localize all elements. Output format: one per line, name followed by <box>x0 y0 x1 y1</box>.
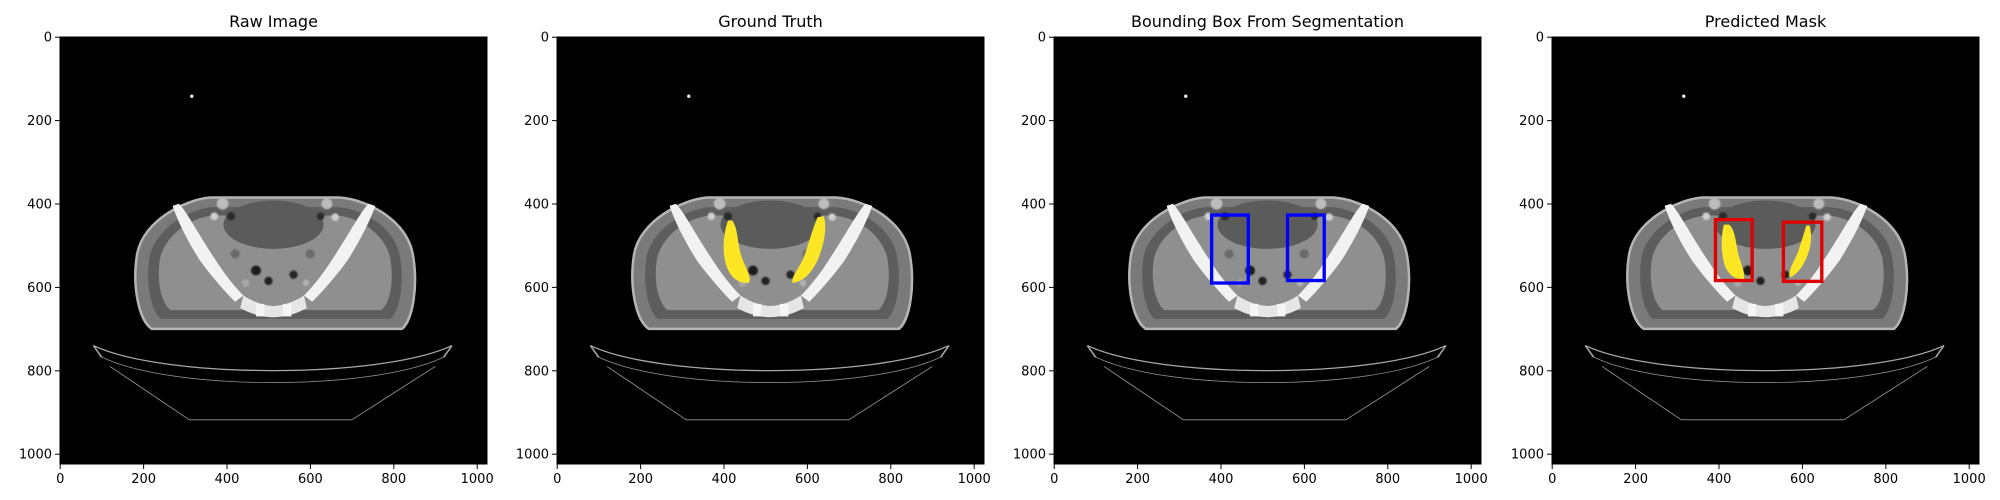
y-tick-label: 1000 <box>19 448 52 463</box>
mask-right <box>792 216 826 284</box>
x-tick-label: 1000 <box>1455 472 1488 487</box>
axes-frame <box>59 36 488 465</box>
y-tick-label: 0 <box>44 31 52 46</box>
y-tick-label: 0 <box>541 31 549 46</box>
y-tick-label: 800 <box>27 364 52 379</box>
x-tick-label: 200 <box>1623 472 1648 487</box>
bounding-box-1 <box>1209 213 1250 285</box>
x-tick-label: 800 <box>1375 472 1400 487</box>
y-tick-label: 200 <box>1519 114 1544 129</box>
x-tick-label: 1000 <box>1953 472 1986 487</box>
x-tick-label: 600 <box>795 472 820 487</box>
y-tick-label: 0 <box>1536 31 1544 46</box>
x-tick-label: 0 <box>56 472 64 487</box>
x-tick-label: 1000 <box>461 472 494 487</box>
x-tick-label: 800 <box>878 472 903 487</box>
panel-1: Raw Image 0 200 400 600 800 1000 0 200 400 600 800 1… <box>19 12 494 487</box>
y-tick-label: 200 <box>1021 114 1046 129</box>
x-tick-label: 400 <box>712 472 737 487</box>
y-tick-label: 200 <box>524 114 549 129</box>
y-tick-label: 800 <box>1021 364 1046 379</box>
y-tick-label: 400 <box>1519 198 1544 213</box>
y-tick-label: 400 <box>1021 198 1046 213</box>
x-tick-label: 0 <box>553 472 561 487</box>
x-tick-label: 800 <box>1873 472 1898 487</box>
y-tick-label: 600 <box>524 281 549 296</box>
y-tick-label: 600 <box>1519 281 1544 296</box>
mask-left <box>723 220 750 284</box>
mask-right <box>1789 225 1812 278</box>
y-tick-label: 200 <box>27 114 52 129</box>
x-tick-label: 400 <box>1209 472 1234 487</box>
x-tick-label: 1000 <box>958 472 991 487</box>
panel-title: Bounding Box From Segmentation <box>1131 12 1404 31</box>
y-tick-label: 400 <box>27 198 52 213</box>
panel-3: Bounding Box From Segmentation 0 200 400 600… <box>1013 12 1488 487</box>
x-tick-label: 400 <box>215 472 240 487</box>
y-tick-label: 0 <box>1038 31 1046 46</box>
y-tick-label: 1000 <box>516 448 549 463</box>
x-tick-label: 600 <box>1292 472 1317 487</box>
y-tick-label: 800 <box>524 364 549 379</box>
panel-title: Raw Image <box>229 12 318 31</box>
x-tick-label: 0 <box>1050 472 1058 487</box>
x-tick-label: 200 <box>1125 472 1150 487</box>
y-tick-label: 1000 <box>1013 448 1046 463</box>
axes-frame <box>556 36 985 465</box>
panel-4: Predicted Mask 0 200 400 600 800 1000 0 200 400 60… <box>1511 12 1986 487</box>
y-tick-label: 400 <box>524 198 549 213</box>
ct-image <box>1552 37 1979 464</box>
x-tick-label: 600 <box>298 472 323 487</box>
ct-image <box>60 37 487 464</box>
x-tick-label: 800 <box>381 472 406 487</box>
x-tick-label: 0 <box>1548 472 1556 487</box>
panel-title: Ground Truth <box>718 12 823 31</box>
bounding-box-2 <box>1285 213 1326 283</box>
x-tick-label: 200 <box>131 472 156 487</box>
axes-frame <box>1053 36 1482 465</box>
ct-image <box>557 37 984 464</box>
x-tick-label: 600 <box>1790 472 1815 487</box>
y-tick-label: 800 <box>1519 364 1544 379</box>
y-tick-label: 600 <box>27 281 52 296</box>
bounding-box-2 <box>1781 220 1824 284</box>
y-tick-label: 600 <box>1021 281 1046 296</box>
x-tick-label: 400 <box>1707 472 1732 487</box>
axes-frame <box>1551 36 1980 465</box>
mask-left <box>1721 224 1745 279</box>
bounding-box-1 <box>1713 217 1754 283</box>
ct-image <box>1054 37 1481 464</box>
panel-title: Predicted Mask <box>1705 12 1827 31</box>
y-tick-label: 1000 <box>1511 448 1544 463</box>
x-tick-label: 200 <box>628 472 653 487</box>
panel-2: Ground Truth 0 200 400 600 800 1000 0 200 400 600 8… <box>516 12 991 487</box>
